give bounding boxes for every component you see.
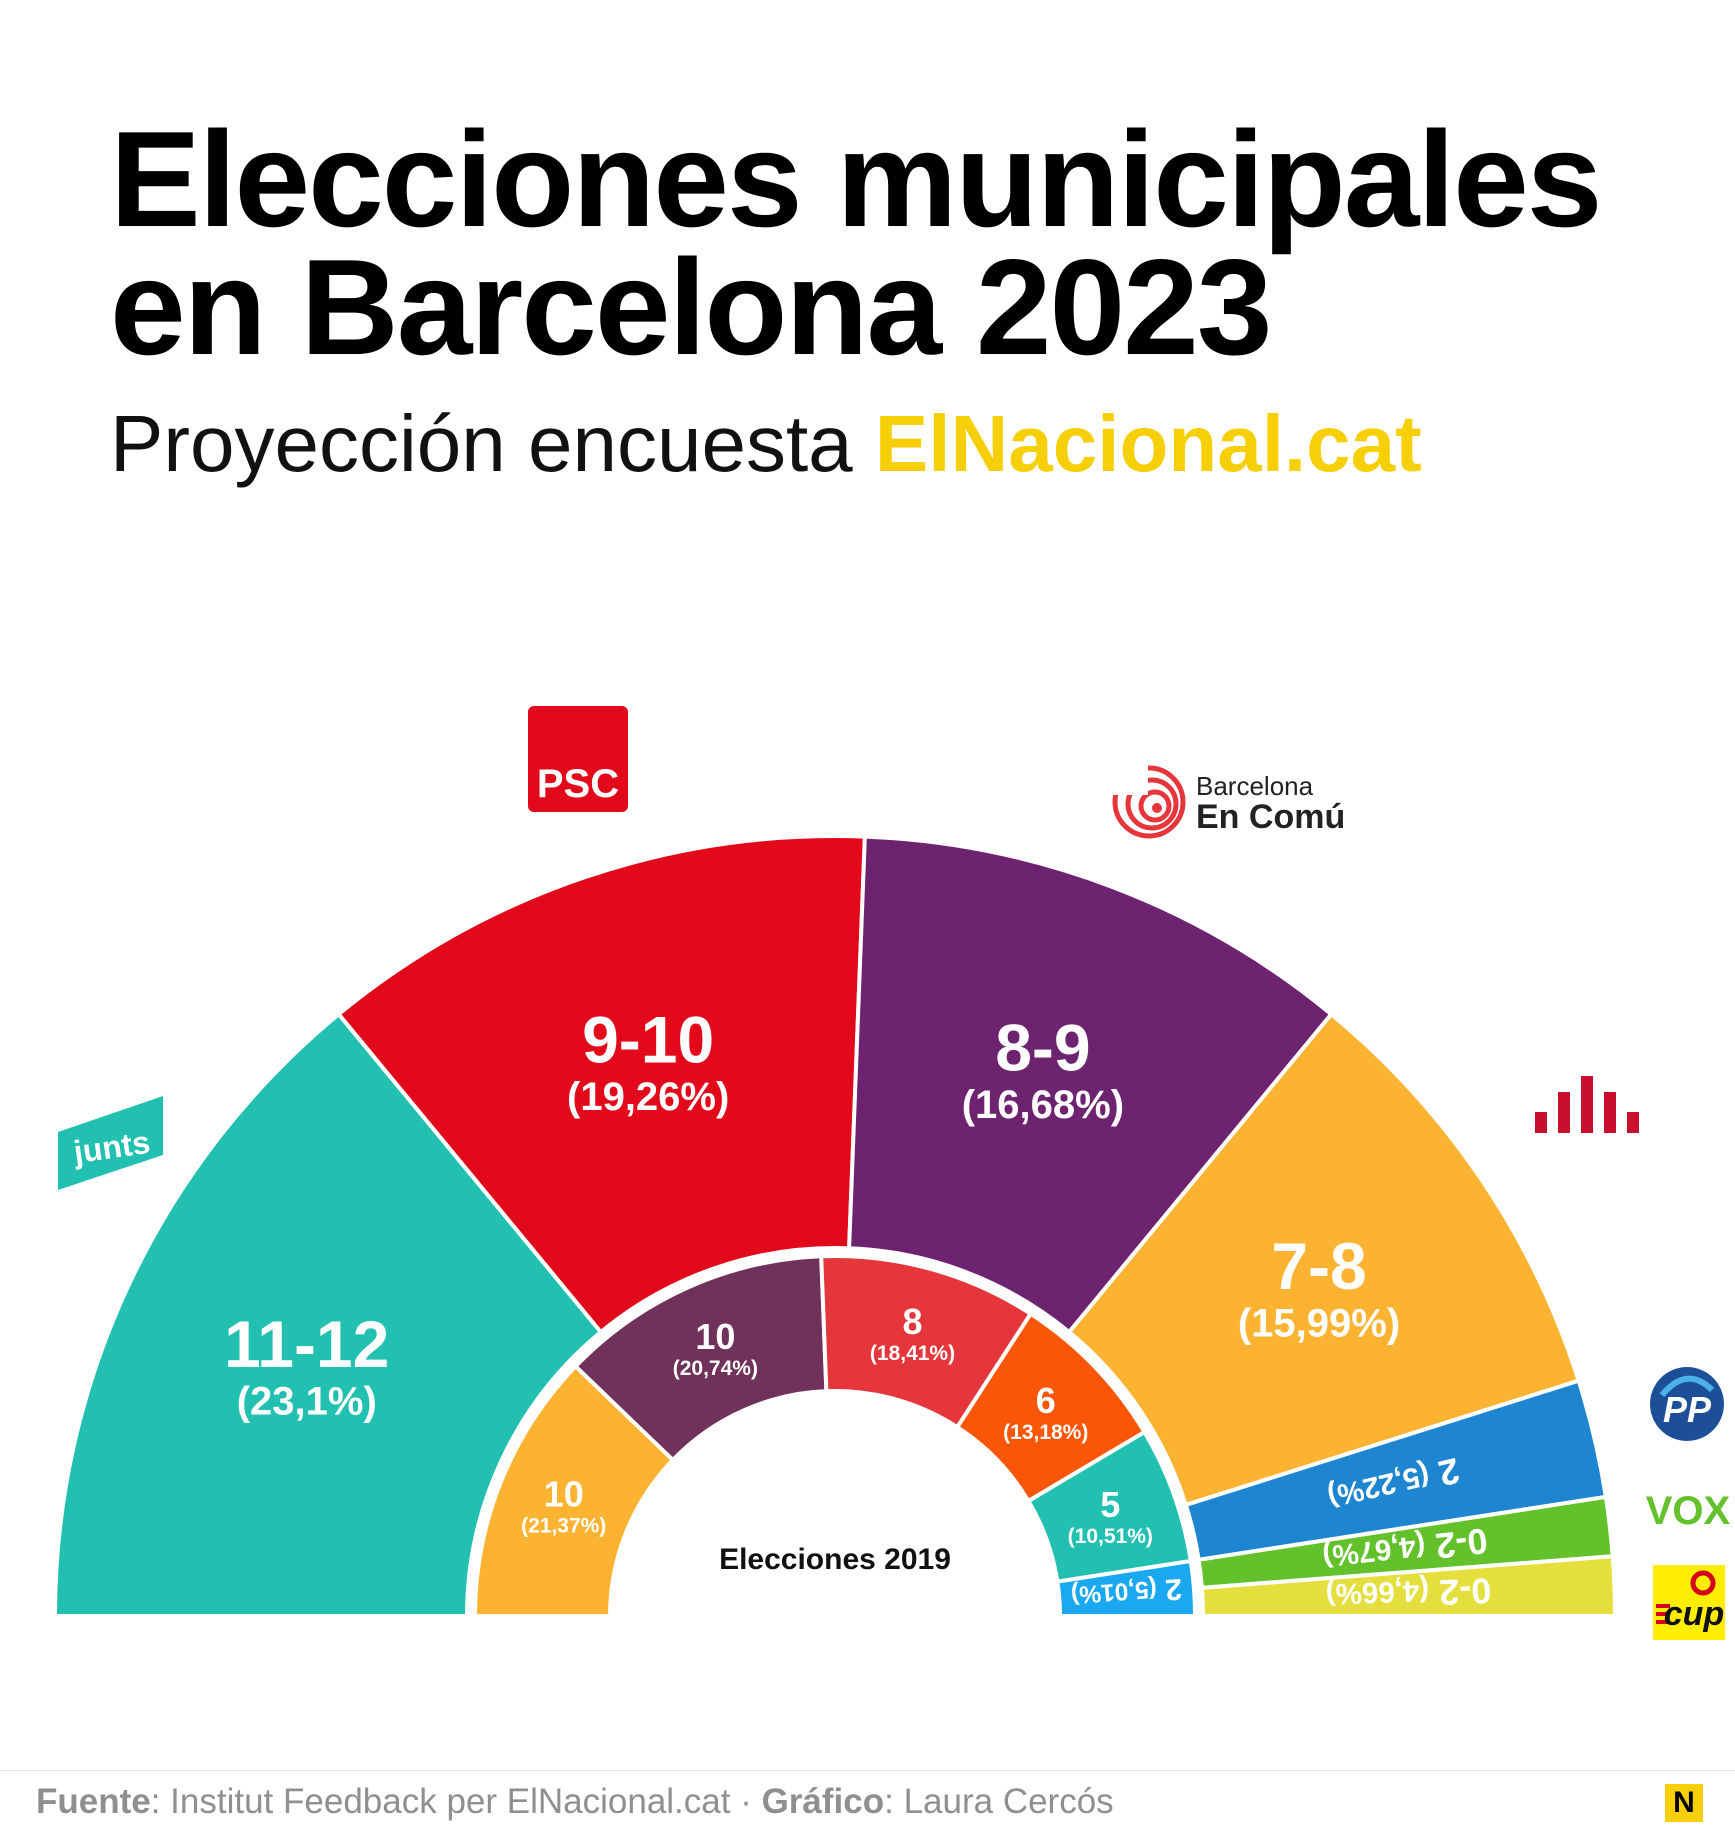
outer-percent-1: (19,26%) xyxy=(567,1075,729,1119)
inner-seats-1: 10 xyxy=(695,1316,735,1357)
inner-percent-5: (5,01%) xyxy=(1070,1575,1158,1609)
title-line-1: Elecciones municipales xyxy=(110,103,1602,255)
bcomu-logo: Barcelona En Comú xyxy=(1112,765,1345,839)
inner-seats-3: 6 xyxy=(1036,1380,1056,1421)
bcomu-logo-line2: En Comú xyxy=(1196,798,1345,836)
chart-label: Gráfico xyxy=(761,1782,885,1821)
outer-seats-6: 0-2 xyxy=(1428,1570,1492,1613)
erc-logo xyxy=(1535,1076,1639,1133)
source-note: Fuente: Institut Feedback per ElNacional… xyxy=(36,1782,1114,1822)
inner-labels: 10(21,37%)10(20,74%)8(18,41%)6(13,18%)5(… xyxy=(521,1301,1183,1613)
inner-percent-1: (20,74%) xyxy=(673,1357,758,1380)
inner-seats-0: 10 xyxy=(544,1474,584,1515)
inner-percent-2: (18,41%) xyxy=(870,1342,955,1365)
source-label: Fuente xyxy=(36,1782,151,1821)
outer-percent-0: (23,1%) xyxy=(237,1379,377,1423)
outer-percent-2: (16,68%) xyxy=(962,1083,1124,1127)
outer-ring-2023 xyxy=(52,834,1618,1618)
inner-seats-5: 2 xyxy=(1156,1572,1183,1607)
chart-title: Elecciones municipales en Barcelona 2023 xyxy=(110,103,1710,383)
outer-seats-5: 0-2 xyxy=(1423,1520,1489,1568)
inner-percent-0: (21,37%) xyxy=(521,1515,606,1538)
source-text: : Institut Feedback per ElNacional.cat · xyxy=(150,1782,762,1821)
inner-percent-3: (13,18%) xyxy=(1003,1421,1088,1444)
inner-ring-2019 xyxy=(472,1254,1198,1618)
outer-slice-3 xyxy=(1066,1011,1582,1508)
elnacional-logo: N xyxy=(1665,1784,1703,1822)
vox-logo: VOX xyxy=(1646,1489,1731,1533)
inner-seats-2: 8 xyxy=(902,1301,922,1342)
inner-label-5: 2 (5,01%) xyxy=(1070,1572,1183,1613)
outer-seats-2: 8-9 xyxy=(995,1010,1090,1084)
chart-text: : Laura Cercós xyxy=(884,1782,1114,1821)
outer-label-6: 0-2 (4,66%) xyxy=(1325,1570,1492,1617)
outer-seats-1: 9-10 xyxy=(582,1003,714,1077)
title-line-2: en Barcelona 2023 xyxy=(110,231,1272,383)
footer-divider xyxy=(0,1770,1735,1771)
bcomu-logo-line1: Barcelona xyxy=(1196,771,1314,801)
outer-labels: 11-12(23,1%)9-10(19,26%)8-9(16,68%)7-8(1… xyxy=(224,1003,1492,1617)
outer-percent-3: (15,99%) xyxy=(1238,1302,1400,1346)
outer-seats-0: 11-12 xyxy=(224,1307,389,1381)
subtitle-prefix: Proyección encuesta xyxy=(110,399,853,488)
pp-logo: PP xyxy=(1650,1367,1724,1441)
outer-percent-6: (4,66%) xyxy=(1325,1574,1430,1611)
inner-percent-4: (10,51%) xyxy=(1068,1525,1153,1548)
pp-logo-text: PP xyxy=(1663,1389,1712,1430)
outer-seats-3: 7-8 xyxy=(1271,1229,1366,1303)
psc-logo-text: PSC xyxy=(537,762,619,806)
inner-seats-4: 5 xyxy=(1100,1484,1120,1525)
chart-subtitle: Proyección encuesta ElNacional.cat xyxy=(110,398,1422,490)
inner-slice-5 xyxy=(1055,1558,1198,1618)
cup-logo: cup xyxy=(1653,1565,1725,1640)
outer-slice-6 xyxy=(1199,1554,1618,1618)
psc-logo: PSC xyxy=(528,706,628,812)
inner-ring-caption: Elecciones 2019 xyxy=(719,1543,951,1576)
junts-logo: junts xyxy=(58,1096,163,1190)
outer-slice-0 xyxy=(52,1011,604,1618)
subtitle-brand: ElNacional.cat xyxy=(874,399,1422,488)
outer-slice-2 xyxy=(847,834,1335,1335)
cup-logo-text: cup xyxy=(1664,1595,1724,1633)
outer-slice-1 xyxy=(335,834,867,1335)
